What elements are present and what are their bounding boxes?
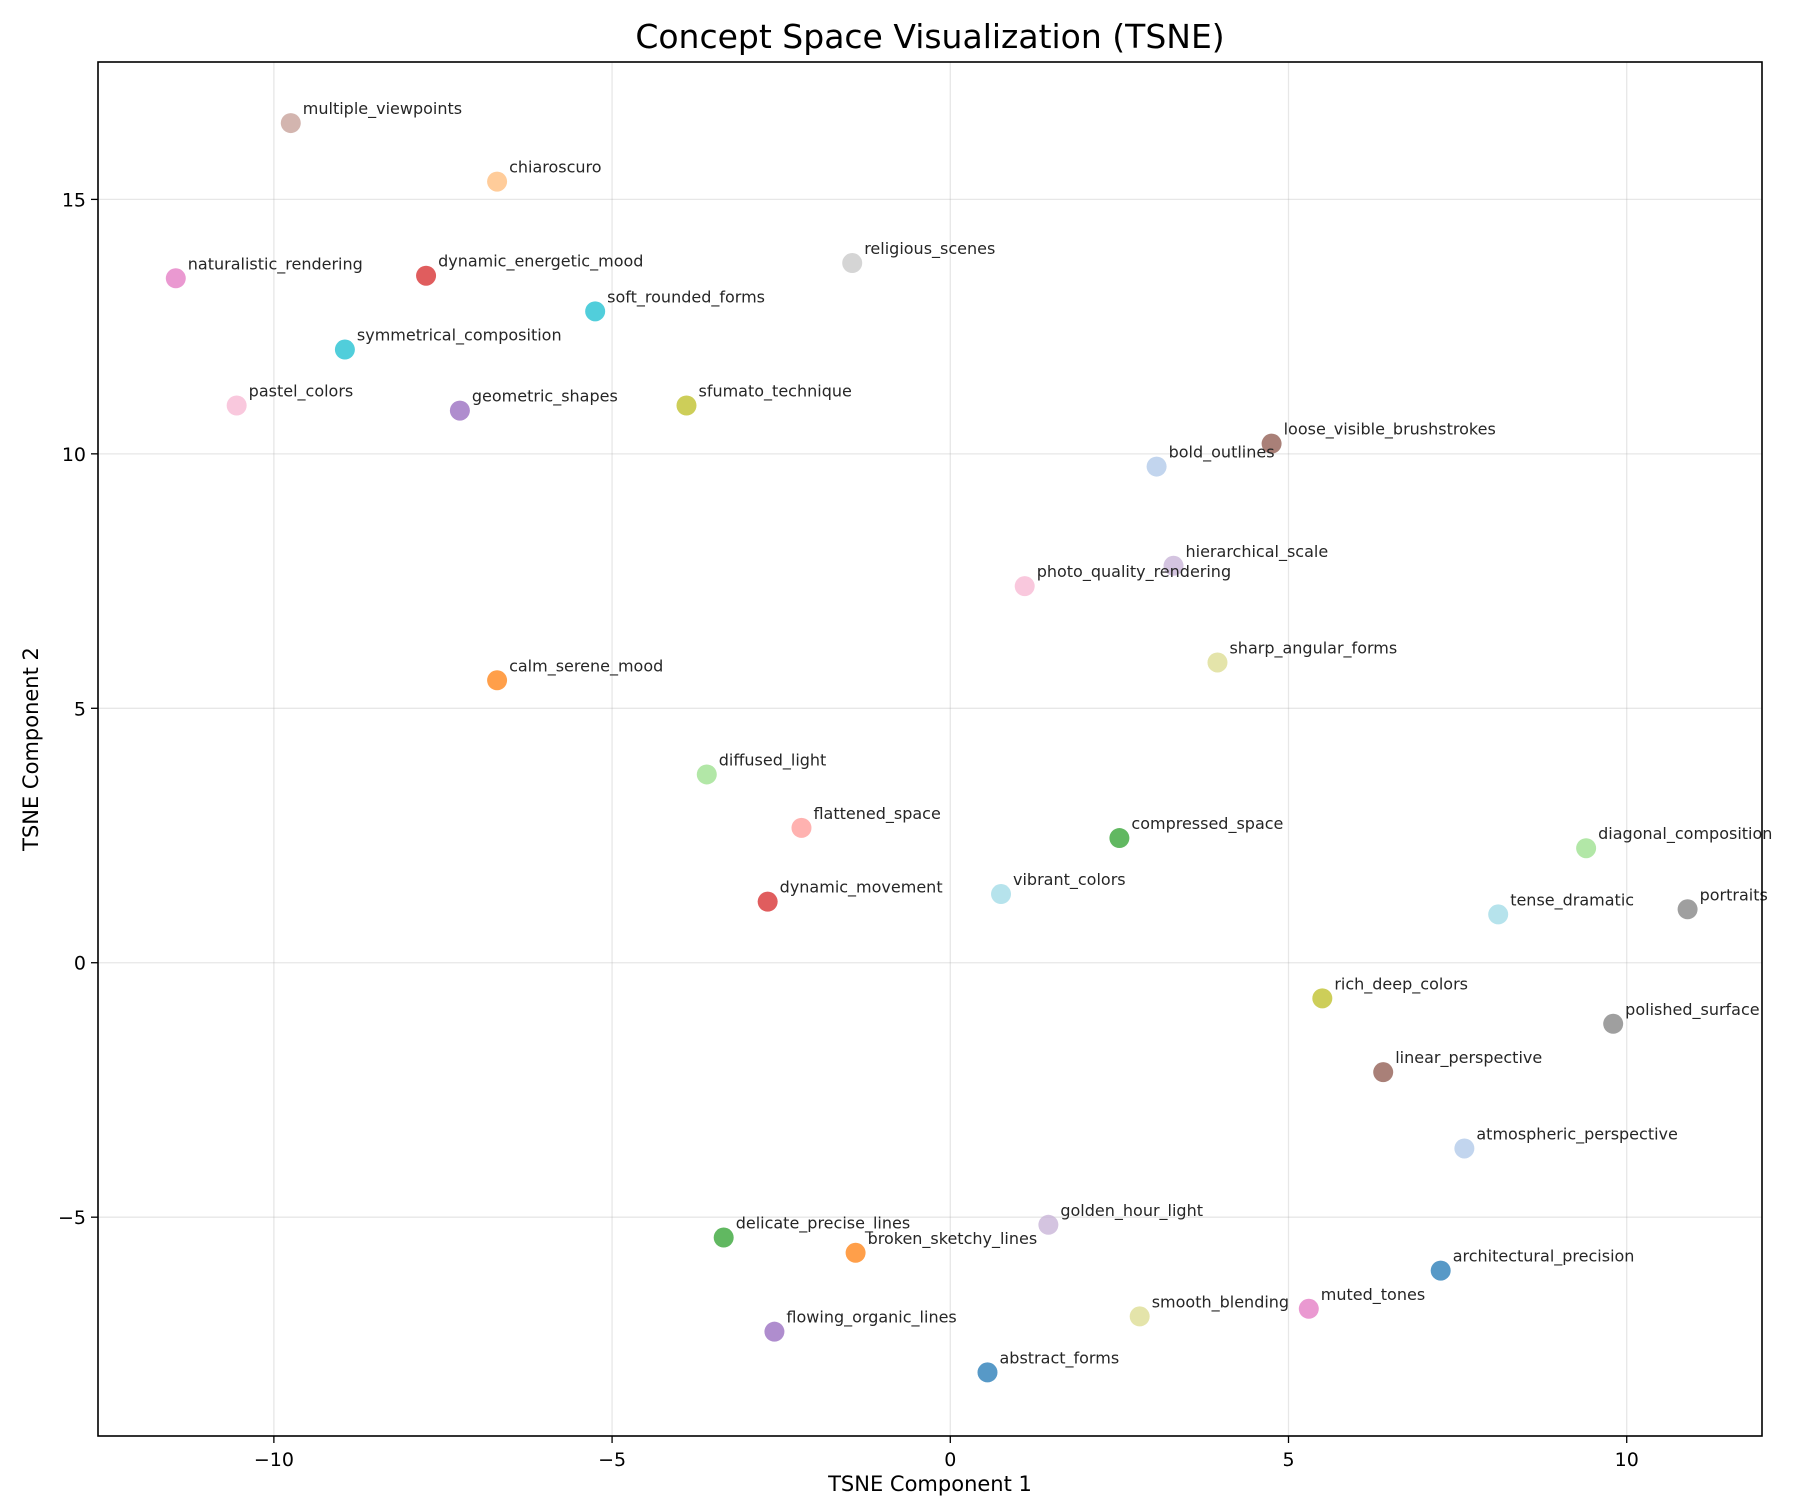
y-tick-label: −5 bbox=[58, 1207, 86, 1229]
data-point bbox=[845, 1242, 866, 1263]
data-point-label: naturalistic_rendering bbox=[188, 254, 363, 274]
data-point bbox=[1298, 1298, 1319, 1319]
x-tick-label: −5 bbox=[598, 1449, 626, 1471]
data-point-label: bold_outlines bbox=[1169, 443, 1275, 463]
data-point bbox=[1261, 433, 1282, 454]
grid bbox=[98, 62, 1762, 1436]
y-axis-label: TSNE Component 2 bbox=[19, 647, 43, 852]
data-point bbox=[449, 400, 470, 421]
data-point-label: rich_deep_colors bbox=[1334, 974, 1468, 994]
data-point bbox=[713, 1227, 734, 1248]
data-point bbox=[487, 171, 508, 192]
data-labels: multiple_viewpoints chiaroscuro naturalist… bbox=[188, 99, 1773, 1368]
data-point-label: diffused_light bbox=[719, 750, 827, 770]
x-axis-label: TSNE Component 1 bbox=[827, 1472, 1032, 1496]
data-point bbox=[1109, 828, 1130, 849]
data-point bbox=[1163, 555, 1184, 576]
data-point bbox=[1488, 904, 1509, 925]
plot-frame bbox=[97, 61, 1763, 1437]
x-tick-label: 5 bbox=[1282, 1449, 1294, 1471]
y-tick-label: 10 bbox=[62, 444, 86, 466]
data-point-label: architectural_precision bbox=[1453, 1247, 1635, 1267]
data-point bbox=[1454, 1138, 1475, 1159]
data-point bbox=[757, 891, 778, 912]
data-point-label: multiple_viewpoints bbox=[303, 99, 462, 119]
data-point-label: geometric_shapes bbox=[472, 387, 618, 407]
data-point bbox=[1312, 988, 1333, 1009]
data-point bbox=[1129, 1306, 1150, 1327]
data-point-label: compressed_space bbox=[1131, 814, 1283, 834]
data-point bbox=[165, 268, 186, 289]
x-tick-label: −10 bbox=[254, 1449, 294, 1471]
data-point bbox=[1430, 1260, 1451, 1281]
data-point-label: polished_surface bbox=[1625, 1000, 1759, 1020]
data-point-label: vibrant_colors bbox=[1013, 870, 1126, 890]
data-point bbox=[977, 1362, 998, 1383]
data-point bbox=[842, 253, 863, 274]
data-point-label: diagonal_composition bbox=[1598, 824, 1772, 844]
data-point bbox=[487, 670, 508, 691]
data-point-label: sfumato_technique bbox=[698, 382, 851, 402]
data-point bbox=[1677, 899, 1698, 920]
data-point-label: loose_visible_brushstrokes bbox=[1284, 420, 1496, 440]
data-point bbox=[416, 265, 437, 286]
data-point bbox=[1373, 1062, 1394, 1083]
data-point-label: symmetrical_composition bbox=[357, 326, 562, 346]
data-point-label: delicate_precise_lines bbox=[736, 1214, 910, 1234]
y-tick-label: 0 bbox=[74, 953, 86, 975]
data-point bbox=[991, 884, 1012, 905]
data-point-label: golden_hour_light bbox=[1060, 1201, 1203, 1221]
data-point-label: religious_scenes bbox=[864, 239, 995, 259]
data-point-label: pastel_colors bbox=[249, 382, 354, 402]
data-point bbox=[1603, 1013, 1624, 1034]
data-point-label: flattened_space bbox=[813, 804, 940, 824]
data-point-label: hierarchical_scale bbox=[1186, 542, 1329, 562]
data-point-label: smooth_blending bbox=[1152, 1292, 1289, 1312]
data-point-label: dynamic_movement bbox=[780, 878, 943, 898]
data-point-label: chiaroscuro bbox=[509, 158, 602, 177]
data-point bbox=[334, 339, 355, 360]
data-point-label: portraits bbox=[1700, 885, 1768, 904]
data-point bbox=[585, 301, 606, 322]
data-point-label: abstract_forms bbox=[999, 1348, 1119, 1368]
data-point bbox=[676, 395, 697, 416]
data-point bbox=[1207, 652, 1228, 673]
data-point bbox=[226, 395, 247, 416]
ticks: −10 −5 0 5 10 −5 0 5 10 15 bbox=[58, 189, 1639, 1471]
x-tick-label: 0 bbox=[944, 1449, 956, 1471]
data-point bbox=[280, 113, 301, 134]
data-point bbox=[1038, 1214, 1059, 1235]
data-point-label: atmospheric_perspective bbox=[1476, 1124, 1678, 1144]
data-point-label: photo_quality_rendering bbox=[1037, 562, 1231, 582]
data-point-label: linear_perspective bbox=[1395, 1048, 1542, 1068]
data-point bbox=[1576, 838, 1597, 859]
data-point-label: flowing_organic_lines bbox=[786, 1308, 956, 1328]
x-tick-label: 10 bbox=[1615, 1449, 1639, 1471]
y-tick-label: 15 bbox=[62, 189, 86, 211]
data-points bbox=[165, 113, 1698, 1383]
data-point bbox=[764, 1321, 785, 1342]
data-point-label: broken_sketchy_lines bbox=[868, 1229, 1038, 1249]
data-point bbox=[696, 764, 717, 785]
data-point-label: muted_tones bbox=[1321, 1285, 1425, 1305]
data-point-label: soft_rounded_forms bbox=[607, 287, 765, 307]
data-point bbox=[1014, 576, 1035, 597]
data-point bbox=[791, 817, 812, 838]
data-point-label: calm_serene_mood bbox=[509, 656, 663, 676]
data-point-label: sharp_angular_forms bbox=[1229, 638, 1397, 658]
chart-title: Concept Space Visualization (TSNE) bbox=[635, 17, 1224, 56]
y-tick-label: 5 bbox=[74, 698, 86, 720]
data-point-label: dynamic_energetic_mood bbox=[438, 252, 643, 272]
data-point-label: tense_dramatic bbox=[1510, 890, 1634, 910]
data-point bbox=[1146, 456, 1167, 477]
